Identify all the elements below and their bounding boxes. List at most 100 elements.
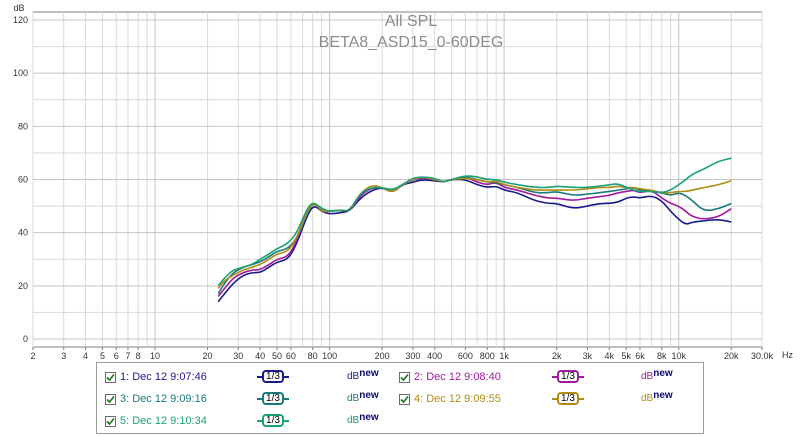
x-tick-label: 6k xyxy=(635,351,645,361)
legend-checkbox[interactable] xyxy=(105,415,116,427)
chart-subtitle: BETA8_ASD15_0-60DEG xyxy=(319,34,504,51)
check-icon xyxy=(400,395,409,403)
x-tick-label: 400 xyxy=(427,351,442,361)
x-tick-label: 200 xyxy=(375,351,390,361)
x-tick-label: 50 xyxy=(272,351,282,361)
x-tick-label: 3 xyxy=(61,351,66,361)
octave-label: 1/3 xyxy=(557,392,579,405)
legend-checkbox[interactable] xyxy=(399,371,410,383)
legend-entry-1: 1: Dec 12 9:07:46 xyxy=(105,367,207,387)
x-tick-label: 80 xyxy=(308,351,318,361)
x-tick-label: 6 xyxy=(114,351,119,361)
line-sample-right xyxy=(579,397,584,400)
legend-label: 1: Dec 12 9:07:46 xyxy=(120,371,207,383)
x-tick-label: 7 xyxy=(125,351,130,361)
y-tick-label: 20 xyxy=(18,281,28,291)
octave-label: 1/3 xyxy=(262,370,284,383)
spl-chart[interactable]: 0 20 40 60 80 100 120 2 3 4 5 6 7 8 10 20 30 40 50 60 80 100… xyxy=(0,0,800,362)
db-label: dB xyxy=(347,415,360,426)
y-unit-label: dB xyxy=(13,3,24,13)
x-tick-label: 20k xyxy=(724,351,739,361)
legend-checkbox[interactable] xyxy=(105,393,116,405)
x-tick-label: 2 xyxy=(30,351,35,361)
x-tick-label: 300 xyxy=(405,351,420,361)
x-tick-label: 20 xyxy=(203,351,213,361)
x-unit-label: Hz xyxy=(782,350,793,360)
smoothing-button[interactable]: 1/3 xyxy=(257,391,289,406)
line-sample-right xyxy=(284,397,289,400)
line-sample-left xyxy=(552,397,557,400)
x-tick-label: 1k xyxy=(499,351,509,361)
series-layer xyxy=(217,157,732,303)
smoothing-button[interactable]: 1/3 xyxy=(257,413,289,428)
db-label: dB xyxy=(641,393,654,404)
db-offset-button[interactable]: dB new xyxy=(347,412,379,426)
legend-checkbox[interactable] xyxy=(105,371,116,383)
legend-checkbox[interactable] xyxy=(399,393,410,405)
db-offset-button[interactable]: dB new xyxy=(641,368,673,382)
octave-label: 1/3 xyxy=(262,392,284,405)
legend-entry-2: 2: Dec 12 9:08:40 xyxy=(399,367,501,387)
x-tick-label: 40 xyxy=(255,351,265,361)
line-sample-right xyxy=(284,375,289,378)
db-offset-button[interactable]: dB new xyxy=(641,390,673,404)
new-badge: new xyxy=(359,390,379,401)
new-badge: new xyxy=(653,368,673,379)
x-tick-label: 4 xyxy=(83,351,88,361)
legend-label: 4: Dec 12 9:09:55 xyxy=(414,393,501,405)
x-tick-label: 10 xyxy=(150,351,160,361)
line-sample-left xyxy=(257,375,262,378)
new-badge: new xyxy=(359,412,379,423)
db-offset-button[interactable]: dB new xyxy=(347,368,379,382)
y-tick-label: 120 xyxy=(13,15,28,25)
y-tick-label: 100 xyxy=(13,68,28,78)
line-sample-left xyxy=(257,397,262,400)
x-tick-label: 10k xyxy=(671,351,686,361)
db-label: dB xyxy=(641,371,654,382)
legend-label: 3: Dec 12 9:09:16 xyxy=(120,393,207,405)
check-icon xyxy=(106,373,115,381)
smoothing-button[interactable]: 1/3 xyxy=(552,369,584,384)
legend-entry-5: 5: Dec 12 9:10:34 xyxy=(105,411,207,431)
y-tick-label: 0 xyxy=(23,334,28,344)
y-tick-label: 40 xyxy=(18,228,28,238)
line-sample-right xyxy=(284,419,289,422)
x-tick-label: 30.0k xyxy=(751,351,774,361)
x-tick-label: 100 xyxy=(322,351,337,361)
db-offset-button[interactable]: dB new xyxy=(347,390,379,404)
x-tick-label: 30 xyxy=(233,351,243,361)
check-icon xyxy=(400,373,409,381)
legend-label: 5: Dec 12 9:10:34 xyxy=(120,415,207,427)
x-tick-label: 8 xyxy=(136,351,141,361)
check-icon xyxy=(106,395,115,403)
y-tick-label: 60 xyxy=(18,175,28,185)
x-tick-label: 8k xyxy=(657,351,667,361)
new-badge: new xyxy=(359,368,379,379)
series-line-5 xyxy=(217,157,732,287)
smoothing-button[interactable]: 1/3 xyxy=(552,391,584,406)
legend-entry-4: 4: Dec 12 9:09:55 xyxy=(399,389,501,409)
x-axis-ticks: 2 3 4 5 6 7 8 10 20 30 40 50 60 80 100 200 300 400 600 800 1… xyxy=(30,347,774,361)
chart-title: All SPL xyxy=(385,13,438,30)
legend-entry-3: 3: Dec 12 9:09:16 xyxy=(105,389,207,409)
legend-panel: 1: Dec 12 9:07:46 1/3 dB new 2: Dec 12 9:… xyxy=(96,362,704,434)
line-sample-left xyxy=(552,375,557,378)
line-sample-left xyxy=(257,419,262,422)
x-tick-label: 800 xyxy=(480,351,495,361)
y-tick-label: 80 xyxy=(18,121,28,131)
x-tick-label: 5 xyxy=(100,351,105,361)
check-icon xyxy=(106,417,115,425)
smoothing-button[interactable]: 1/3 xyxy=(257,369,289,384)
x-tick-label: 2k xyxy=(552,351,562,361)
x-tick-label: 60 xyxy=(286,351,296,361)
octave-label: 1/3 xyxy=(262,414,284,427)
x-tick-label: 600 xyxy=(458,351,473,361)
x-tick-label: 3k xyxy=(583,351,593,361)
db-label: dB xyxy=(347,393,360,404)
y-axis-ticks: 0 20 40 60 80 100 120 xyxy=(13,15,28,344)
new-badge: new xyxy=(653,390,673,401)
legend-label: 2: Dec 12 9:08:40 xyxy=(414,371,501,383)
db-label: dB xyxy=(347,371,360,382)
x-tick-label: 5k xyxy=(621,351,631,361)
line-sample-right xyxy=(579,375,584,378)
